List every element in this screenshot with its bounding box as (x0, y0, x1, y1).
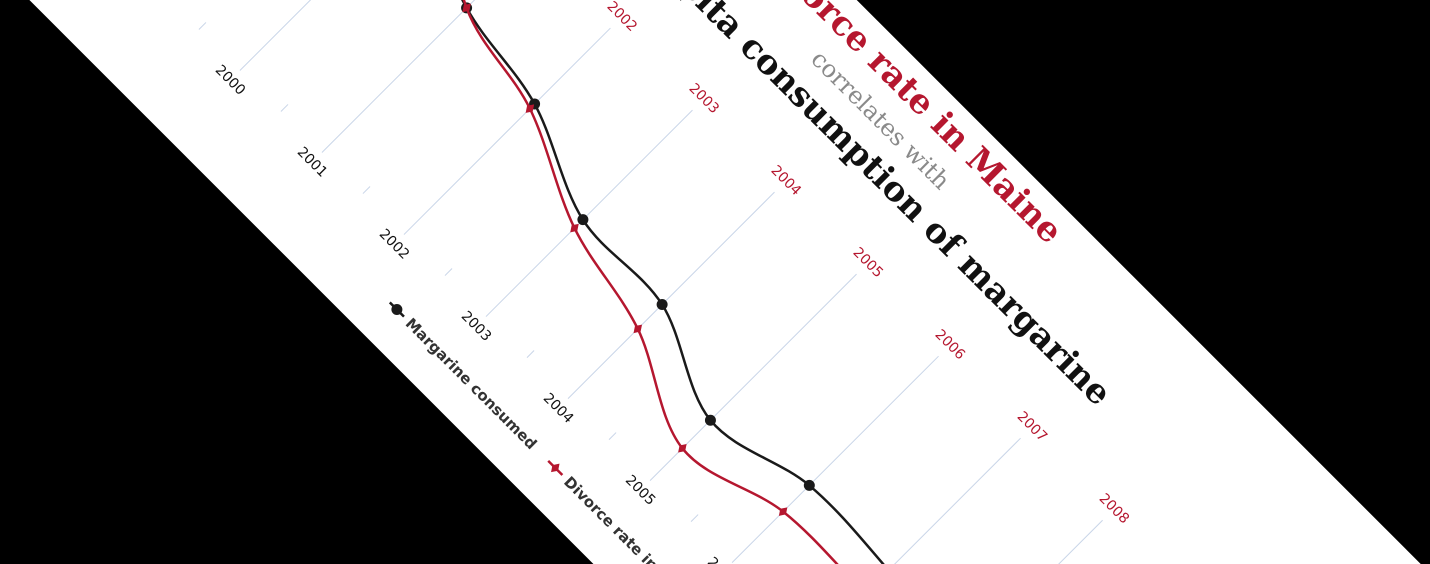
grid-line (239, 0, 447, 71)
point (577, 214, 589, 226)
legend-marker (551, 463, 560, 473)
point (803, 479, 815, 491)
grid-line (731, 355, 939, 564)
grid-line (813, 437, 1021, 564)
point (525, 104, 535, 113)
point (704, 414, 716, 426)
point (656, 298, 668, 310)
point (462, 3, 471, 13)
x-tick-mark (444, 268, 453, 276)
point (570, 223, 579, 233)
series-line (417, 0, 1032, 564)
point (678, 444, 687, 453)
x-tick-mark (690, 514, 699, 522)
grid-line (321, 0, 529, 153)
x-tick-mark (280, 104, 289, 112)
grid-line (485, 109, 693, 317)
x-tick-mark (526, 350, 535, 358)
x-tick-mark (198, 22, 207, 30)
grid-line (403, 27, 611, 235)
legend-marker (391, 304, 403, 316)
grid-line (895, 519, 1103, 564)
point (633, 324, 643, 334)
series-line (439, 0, 1012, 564)
point (778, 507, 788, 516)
grid-line (567, 191, 775, 399)
x-tick-mark (608, 432, 617, 440)
x-tick-mark (362, 186, 371, 194)
